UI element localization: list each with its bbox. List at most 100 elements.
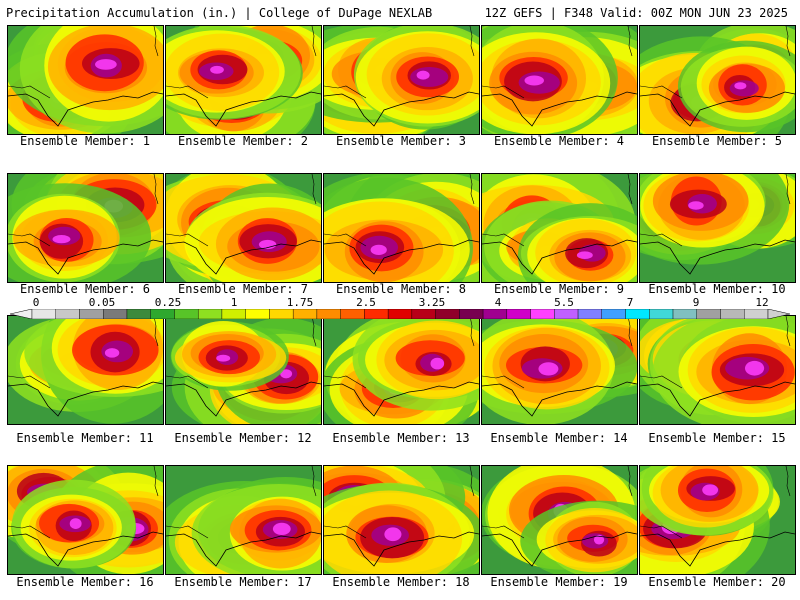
colorbar-segment (79, 309, 104, 319)
ensemble-member-label: Ensemble Member: 15 (648, 431, 786, 445)
colorbar-segment (744, 309, 769, 319)
colorbar-segment (364, 309, 389, 319)
colorbar-tick-label: 9 (692, 296, 700, 309)
colorbar-segment (672, 309, 697, 319)
ensemble-member-label: Ensemble Member: 9 (493, 282, 625, 296)
ensemble-member-map (7, 25, 164, 135)
colorbar-segment (601, 309, 626, 319)
colorbar-segment (126, 309, 151, 319)
ensemble-member-map (639, 315, 796, 425)
precip-field (166, 174, 321, 282)
precip-field (8, 26, 163, 134)
colorbar-segment (720, 309, 745, 319)
colorbar-segment (150, 309, 175, 319)
ensemble-member-map (323, 315, 480, 425)
ensemble-member-label: Ensemble Member: 17 (174, 575, 312, 589)
colorbar-tick-label: 12 (755, 296, 769, 309)
colorbar-segment (197, 309, 223, 319)
colorbar-tick-label: 1 (230, 296, 238, 309)
colorbar-segment (696, 309, 721, 319)
ensemble-member-map (639, 465, 796, 575)
colorbar-max-arrow (767, 309, 790, 319)
ensemble-member-map (481, 315, 638, 425)
colorbar-tick-label: 4 (494, 296, 502, 309)
colorbar-segment (245, 309, 270, 319)
colorbar-segment (577, 309, 603, 319)
ensemble-member-map (165, 315, 322, 425)
ensemble-member-label: Ensemble Member: 19 (490, 575, 628, 589)
precip-field (8, 466, 163, 574)
colorbar-segment (625, 309, 650, 319)
colorbar-segment (103, 309, 128, 319)
ensemble-member-label: Ensemble Member: 20 (648, 575, 786, 589)
precip-field (324, 174, 479, 282)
precip-field (482, 316, 637, 424)
colorbar-tick-label: 0.05 (88, 296, 116, 309)
ensemble-member-label: Ensemble Member: 10 (648, 282, 786, 296)
colorbar-tick-label: 0.25 (154, 296, 182, 309)
ensemble-member-map (7, 465, 164, 575)
precip-field (482, 466, 637, 574)
ensemble-member-map (481, 173, 638, 283)
ensemble-member-map (165, 25, 322, 135)
ensemble-member-map (165, 465, 322, 575)
colorbar-tick-label: 2.5 (356, 296, 376, 309)
precip-field (640, 466, 795, 574)
colorbar-segment (387, 309, 413, 319)
precip-colorbar (10, 309, 790, 319)
ensemble-member-map (639, 25, 796, 135)
precip-field (166, 26, 321, 134)
precip-field (324, 316, 479, 424)
ensemble-member-label: Ensemble Member: 11 (16, 431, 154, 445)
ensemble-member-map (323, 465, 480, 575)
ensemble-member-label: Ensemble Member: 12 (174, 431, 312, 445)
colorbar-segment (316, 309, 341, 319)
precip-field (640, 316, 795, 424)
colorbar-segment (292, 309, 318, 319)
map-title: Precipitation Accumulation (in.) | Colle… (6, 6, 433, 20)
precip-field (482, 26, 637, 134)
colorbar-tick-label: 3.25 (418, 296, 446, 309)
ensemble-member-label: Ensemble Member: 16 (16, 575, 154, 589)
colorbar-segment (459, 309, 484, 319)
precip-field (640, 26, 795, 134)
ensemble-member-label: Ensemble Member: 18 (332, 575, 470, 589)
ensemble-member-label: Ensemble Member: 7 (177, 282, 309, 296)
colorbar-segment (411, 309, 436, 319)
colorbar-segment (174, 309, 199, 319)
colorbar-segment (506, 309, 531, 319)
colorbar-segment (482, 309, 508, 319)
precip-field (8, 174, 163, 282)
colorbar-segment (554, 309, 579, 319)
ensemble-member-label: Ensemble Member: 4 (493, 134, 625, 148)
precip-field (324, 26, 479, 134)
colorbar-segment (340, 309, 365, 319)
ensemble-member-label: Ensemble Member: 1 (19, 134, 151, 148)
ensemble-member-map (639, 173, 796, 283)
precip-field (166, 316, 321, 424)
colorbar-tick-label: 5.5 (554, 296, 574, 309)
colorbar-segment (530, 309, 555, 319)
ensemble-member-label: Ensemble Member: 3 (335, 134, 467, 148)
ensemble-member-map (7, 173, 164, 283)
colorbar-tick-label: 7 (626, 296, 634, 309)
precip-field (640, 174, 795, 282)
ensemble-member-map (481, 465, 638, 575)
colorbar-segment (55, 309, 80, 319)
colorbar-segment (269, 309, 294, 319)
colorbar-segment (649, 309, 674, 319)
colorbar-min-arrow (10, 309, 33, 319)
colorbar-segment (31, 309, 56, 319)
colorbar-segment (435, 309, 460, 319)
ensemble-member-label: Ensemble Member: 6 (19, 282, 151, 296)
colorbar-tick-label: 0 (32, 296, 40, 309)
ensemble-member-map (323, 173, 480, 283)
colorbar-segment (221, 309, 246, 319)
ensemble-member-label: Ensemble Member: 8 (335, 282, 467, 296)
precip-field (166, 466, 321, 574)
colorbar-tick-label: 1.75 (286, 296, 314, 309)
precip-field (324, 466, 479, 574)
ensemble-member-label: Ensemble Member: 14 (490, 431, 628, 445)
precip-field (482, 174, 637, 282)
ensemble-member-label: Ensemble Member: 5 (651, 134, 783, 148)
